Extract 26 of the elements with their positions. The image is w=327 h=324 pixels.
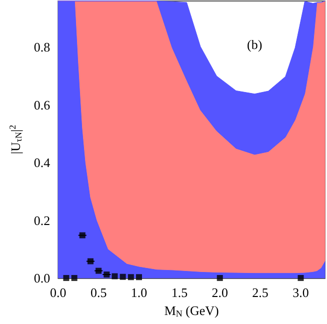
- x-tick-label: 1.5: [171, 285, 188, 300]
- point: [120, 274, 126, 280]
- y-tick-label: 0.2: [34, 212, 50, 228]
- point: [112, 273, 118, 280]
- x-tick-label: 0.0: [50, 285, 66, 300]
- point: [63, 275, 70, 281]
- y-tick-label: 0.6: [34, 97, 51, 112]
- point: [79, 232, 86, 238]
- annotation: (b): [247, 37, 262, 52]
- x-tick-label: 2.0: [212, 285, 228, 300]
- point: [96, 268, 102, 274]
- x-tick-label: 1.0: [130, 285, 148, 300]
- point: [104, 272, 110, 278]
- y-axis-title: |UτN|2: [8, 124, 24, 154]
- point: [136, 274, 142, 280]
- point: [71, 275, 78, 281]
- point: [216, 275, 223, 281]
- point: [128, 274, 134, 280]
- x-tick-label: 2.5: [252, 285, 268, 300]
- point: [87, 258, 94, 264]
- x-tick-label: 3.0: [292, 285, 309, 300]
- point: [298, 275, 304, 281]
- y-tick-label: 0.4: [34, 155, 51, 170]
- y-tick-label: 0.8: [34, 40, 50, 55]
- x-tick-label: 0.5: [90, 285, 107, 300]
- y-tick-label: 0.0: [34, 270, 50, 286]
